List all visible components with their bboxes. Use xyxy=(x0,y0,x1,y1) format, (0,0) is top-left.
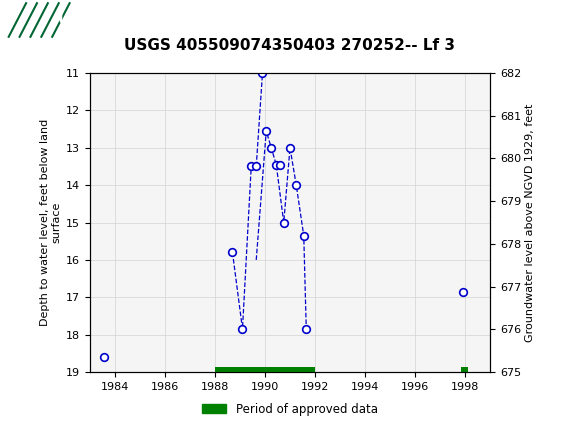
Bar xyxy=(215,367,315,377)
Text: USGS: USGS xyxy=(58,12,105,28)
Legend: Period of approved data: Period of approved data xyxy=(198,398,382,420)
Bar xyxy=(461,367,467,377)
Text: USGS 405509074350403 270252-- Lf 3: USGS 405509074350403 270252-- Lf 3 xyxy=(125,38,455,52)
FancyBboxPatch shape xyxy=(9,3,52,37)
Y-axis label: Groundwater level above NGVD 1929, feet: Groundwater level above NGVD 1929, feet xyxy=(525,103,535,342)
Y-axis label: Depth to water level, feet below land
surface: Depth to water level, feet below land su… xyxy=(40,119,62,326)
